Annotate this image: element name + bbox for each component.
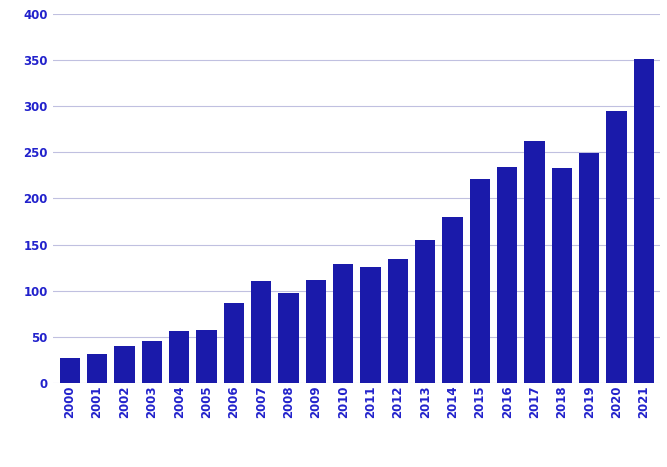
Bar [360,267,381,383]
Bar [251,281,271,383]
Bar [388,259,408,383]
Bar [305,280,326,383]
Bar [415,240,436,383]
Bar [223,303,244,383]
Bar [87,354,107,383]
Bar [470,179,490,383]
Bar [579,153,600,383]
Bar [169,331,189,383]
Bar [59,358,80,383]
Bar [606,111,627,383]
Bar [114,346,135,383]
Bar [524,142,545,383]
Bar [196,330,217,383]
Bar [497,167,518,383]
Bar [278,293,299,383]
Bar [552,168,572,383]
Bar [634,59,654,383]
Bar [442,217,463,383]
Bar [141,340,162,383]
Bar [333,264,354,383]
